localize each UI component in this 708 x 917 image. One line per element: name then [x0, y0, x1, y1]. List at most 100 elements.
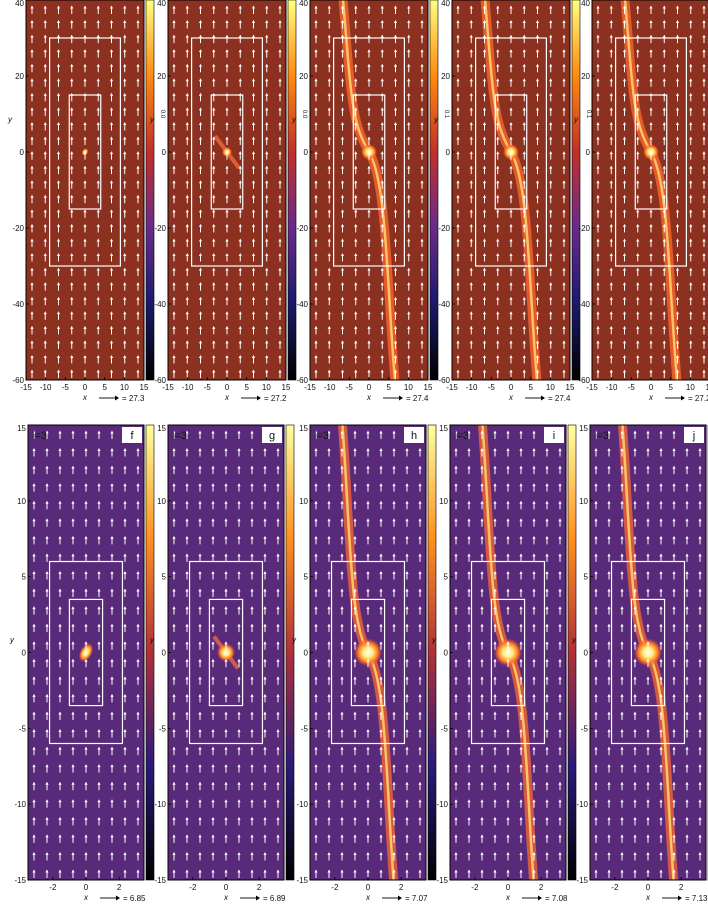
y-tick-label: 40 [157, 0, 166, 8]
velocity-arrow-head [251, 180, 256, 184]
velocity-arrow-head [558, 816, 562, 820]
velocity-arrow-head [96, 194, 100, 198]
velocity-arrow-head [393, 92, 398, 96]
velocity-arrow-head [702, 165, 706, 169]
velocity-arrow-head [265, 107, 269, 111]
velocity-arrow-head [212, 340, 216, 344]
velocity-arrow-head [327, 869, 331, 873]
velocity-arrow-head [354, 296, 358, 300]
velocity-arrow-head [97, 746, 101, 750]
velocity-arrow-head [224, 711, 228, 715]
velocity-arrow-head [545, 518, 549, 522]
velocity-arrow-head [314, 483, 318, 487]
velocity-arrow-head [379, 834, 383, 838]
velocity-arrow-head [493, 483, 497, 487]
colorbar [429, 0, 439, 381]
velocity-arrow-head [314, 136, 318, 140]
velocity-arrow-head [545, 816, 549, 820]
velocity-arrow-head [675, 296, 680, 300]
scale-arrow-head [256, 895, 260, 901]
velocity-arrow-head [380, 340, 384, 344]
velocity-arrow-head [276, 834, 280, 838]
velocity-arrow-head [545, 448, 549, 452]
velocity-arrow-head [480, 500, 484, 504]
velocity-arrow-head [136, 165, 140, 169]
x-axis-label: x [365, 893, 371, 902]
velocity-arrow-head [607, 729, 611, 733]
velocity-arrow-head [366, 588, 370, 592]
velocity-arrow-head [367, 180, 371, 184]
velocity-arrow-head [84, 518, 88, 522]
velocity-arrow-head [84, 658, 88, 662]
velocity-arrow-head [110, 693, 114, 697]
velocity-arrow-head [467, 764, 471, 768]
velocity-arrow-head [392, 535, 396, 539]
velocity-arrow-head [263, 535, 267, 539]
velocity-arrow-head [43, 325, 47, 329]
y-tick-label: -10 [14, 800, 26, 809]
velocity-arrow-head [58, 448, 62, 452]
velocity-arrow-head [263, 693, 267, 697]
velocity-arrow-head [392, 553, 396, 557]
velocity-arrow-head [238, 325, 242, 329]
velocity-arrow-head [265, 165, 269, 169]
velocity-arrow-head [493, 500, 497, 504]
velocity-arrow-head [237, 641, 241, 645]
velocity-arrow-head [198, 465, 202, 469]
velocity-arrow-head [480, 535, 484, 539]
velocity-arrow-head [549, 223, 553, 227]
velocity-arrow-head [340, 5, 345, 9]
velocity-arrow-head [123, 816, 127, 820]
velocity-arrow-head [340, 535, 344, 539]
velocity-arrow-head [469, 34, 473, 38]
outer-box [48, 560, 124, 745]
velocity-arrow-head [545, 693, 549, 697]
velocity-arrow-head [620, 535, 624, 539]
velocity-arrow-head [522, 5, 526, 9]
velocity-arrow-head [407, 267, 411, 271]
velocity-arrow-head [70, 238, 74, 242]
velocity-arrow-head [506, 570, 510, 574]
velocity-arrow-head [509, 325, 513, 329]
velocity-arrow-head [456, 5, 460, 9]
velocity-arrow-head [172, 799, 176, 803]
velocity-arrow-head [43, 151, 47, 155]
velocity-arrow-head [250, 746, 254, 750]
velocity-arrow-head [340, 151, 345, 155]
velocity-arrow-head [211, 588, 215, 592]
velocity-arrow-head [609, 282, 613, 286]
velocity-arrow-head [496, 253, 500, 257]
velocity-arrow-head [496, 223, 500, 227]
velocity-arrow-head [482, 311, 487, 315]
velocity-arrow-head [562, 92, 566, 96]
velocity-arrow-head [45, 764, 49, 768]
velocity-arrow-head [506, 483, 510, 487]
velocity-arrow-head [32, 483, 36, 487]
velocity-arrow-head [212, 223, 216, 227]
velocity-arrow-head [509, 311, 513, 315]
velocity-arrow-head [633, 834, 637, 838]
velocity-arrow-head [32, 535, 36, 539]
velocity-arrow-head [467, 746, 471, 750]
velocity-arrow-head [659, 518, 663, 522]
velocity-arrow-head [454, 535, 458, 539]
velocity-arrow-head [56, 165, 61, 169]
velocity-arrow-head [380, 369, 384, 373]
velocity-arrow-head [545, 535, 549, 539]
velocity-arrow-head [366, 465, 370, 469]
velocity-arrow-head [250, 711, 254, 715]
velocity-arrow-head [212, 194, 216, 198]
velocity-arrow-head [327, 238, 331, 242]
velocity-arrow-head [509, 194, 513, 198]
velocity-arrow-head [340, 253, 345, 257]
velocity-arrow-head [123, 623, 127, 627]
velocity-arrow-head [354, 311, 358, 315]
velocity-arrow-head [172, 448, 176, 452]
velocity-arrow-head [123, 483, 127, 487]
velocity-arrow-head [562, 180, 566, 184]
velocity-arrow-head [70, 151, 74, 155]
velocity-arrow-head [224, 676, 228, 680]
panel-letter: g [269, 430, 275, 442]
inner-box [210, 94, 244, 210]
velocity-arrow-head [250, 851, 254, 855]
